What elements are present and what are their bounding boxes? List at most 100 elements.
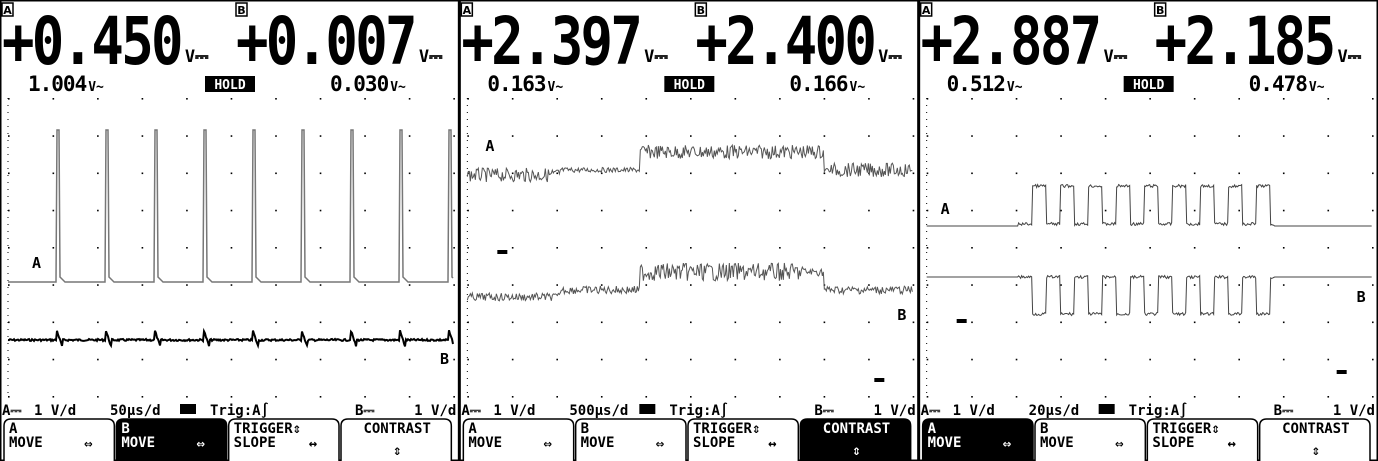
soft-key[interactable]: CONTRAST⇕	[800, 419, 910, 461]
grid-dot	[53, 135, 55, 137]
soft-key-label: MOVE	[121, 435, 155, 451]
reading-unit: V⎓	[644, 47, 668, 67]
soft-key[interactable]: CONTRAST⇕	[1260, 419, 1370, 461]
grid-dot	[1016, 247, 1018, 249]
grid-dot	[913, 396, 915, 398]
marker	[497, 250, 507, 254]
soft-key[interactable]: TRIGGER⇕SLOPE↔	[229, 419, 339, 461]
grid-dot	[601, 396, 603, 398]
grid-dot	[971, 359, 973, 361]
status-item: A⎓	[921, 403, 941, 419]
grid-dot	[364, 210, 366, 212]
battery-icon	[1099, 404, 1115, 414]
grid-dot	[868, 284, 870, 286]
soft-key-label: CONTRAST	[363, 421, 430, 437]
trace-a	[8, 130, 453, 282]
grid-dot	[1060, 173, 1062, 175]
grid-dot	[1327, 135, 1329, 137]
grid-dot	[320, 247, 322, 249]
grid-dot	[1149, 396, 1151, 398]
grid-dot	[690, 210, 692, 212]
grid-dot	[868, 98, 870, 100]
grid-dot	[824, 359, 826, 361]
grid-dot	[231, 135, 233, 137]
grid-dot	[1327, 98, 1329, 100]
grid-dot	[690, 173, 692, 175]
soft-key-icon: ⇔	[1115, 436, 1123, 452]
grid-dot	[1327, 322, 1329, 324]
grid-dot	[275, 284, 277, 286]
soft-key-label: CONTRAST	[1282, 421, 1349, 437]
grid-dot	[1283, 210, 1285, 212]
grid-dot	[645, 247, 647, 249]
grid-dot	[512, 359, 514, 361]
grid-dot	[409, 210, 411, 212]
grid-dot	[1016, 173, 1018, 175]
grid-dot	[735, 247, 737, 249]
soft-key[interactable]: TRIGGER⇕SLOPE↔	[1147, 419, 1257, 461]
grid-dot	[556, 210, 558, 212]
grid-dot	[868, 396, 870, 398]
scope-screens: A+0.450V⎓1.004V~B+0.007V⎓0.030V~HOLDABA⎓…	[0, 0, 1378, 461]
grid-dot	[556, 173, 558, 175]
grid-dot	[971, 135, 973, 137]
grid-dot	[1372, 247, 1374, 249]
grid-dot	[1194, 135, 1196, 137]
grid-dot	[601, 322, 603, 324]
grid-dot	[364, 98, 366, 100]
grid-dot	[913, 284, 915, 286]
grid-dot	[779, 135, 781, 137]
grid-dot	[556, 247, 558, 249]
status-item: 1 V/d	[34, 403, 76, 419]
grid-dot	[690, 135, 692, 137]
grid-dot	[690, 247, 692, 249]
grid-dot	[971, 247, 973, 249]
grid-dot	[868, 359, 870, 361]
grid-dot	[8, 284, 10, 286]
grid-dot	[601, 284, 603, 286]
grid-dot	[645, 135, 647, 137]
ac-unit: V~	[88, 80, 104, 95]
grid-dot	[53, 210, 55, 212]
soft-key-label: MOVE	[468, 435, 502, 451]
grid-dot	[779, 284, 781, 286]
grid-dot	[913, 98, 915, 100]
grid-dot	[186, 284, 188, 286]
grid-dot	[1372, 98, 1374, 100]
grid-dot	[409, 247, 411, 249]
soft-key-icon: ↔	[1227, 436, 1235, 452]
ac-reading: 0.478	[1249, 72, 1308, 96]
grid-dot	[53, 98, 55, 100]
status-item: B⎓	[814, 403, 834, 419]
grid-dot	[275, 396, 277, 398]
grid-dot	[8, 247, 10, 249]
grid-dot	[53, 322, 55, 324]
grid-dot	[97, 396, 99, 398]
grid-dot	[142, 247, 144, 249]
grid-dot	[467, 396, 469, 398]
reading-value: +0.007	[236, 4, 415, 81]
grid-dot	[735, 359, 737, 361]
soft-key-icon: ⇕	[393, 443, 401, 459]
trace-label: A	[485, 137, 494, 155]
grid-dot	[868, 247, 870, 249]
grid-dot	[320, 359, 322, 361]
grid-dot	[690, 98, 692, 100]
grid-dot	[971, 284, 973, 286]
grid-dot	[1105, 135, 1107, 137]
trace-a	[927, 185, 1372, 226]
soft-key[interactable]: TRIGGER⇕SLOPE↔	[688, 419, 798, 461]
status-item: 20µs/d	[1029, 403, 1080, 419]
grid-dot	[142, 396, 144, 398]
grid-dot	[1060, 135, 1062, 137]
soft-key[interactable]: CONTRAST ⇕	[341, 419, 451, 461]
reading-value: +2.397	[461, 4, 640, 81]
grid-dot	[467, 98, 469, 100]
grid-dot	[409, 396, 411, 398]
